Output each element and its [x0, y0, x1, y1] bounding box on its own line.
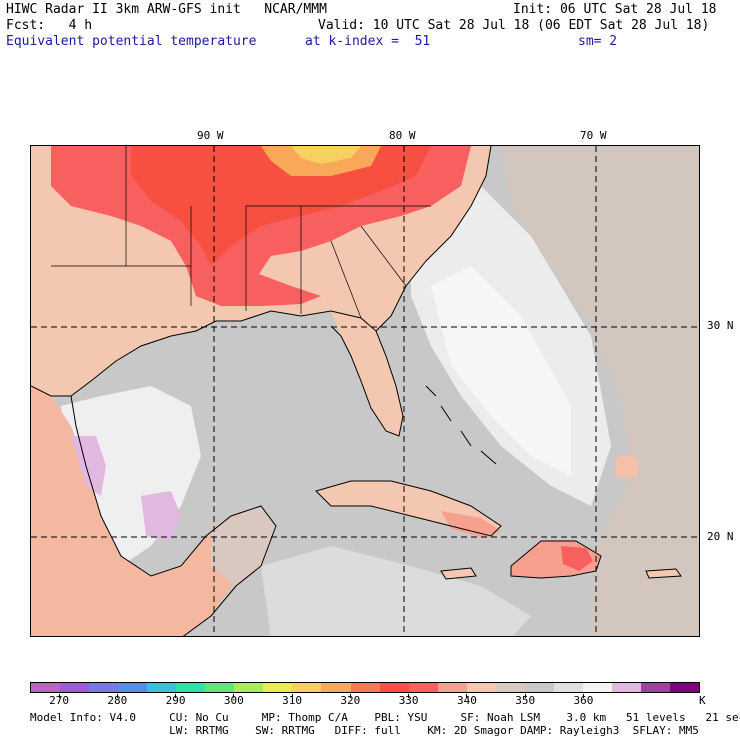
colorbar-label: 320 — [340, 694, 361, 707]
colorbar-label: 330 — [398, 694, 419, 707]
colorbar-unit: K — [699, 694, 706, 707]
colorbar-cell — [437, 683, 467, 692]
caribbean-light-region — [261, 546, 531, 636]
colorbar-label: 300 — [223, 694, 244, 707]
colorbar-cell — [379, 683, 409, 692]
colorbar-label: 340 — [456, 694, 477, 707]
valid-time: Valid: 10 UTC Sat 28 Jul 18 (06 EDT Sat … — [318, 18, 710, 33]
forecast-hour: Fcst: 4 h — [6, 18, 93, 33]
theta-e-map — [30, 145, 700, 637]
colorbar-cell — [321, 683, 351, 692]
puerto-rico-land — [646, 569, 681, 578]
colorbar-cell — [611, 683, 641, 692]
colorbar-tick — [582, 694, 584, 698]
colorbar-tick — [233, 694, 235, 698]
colorbar-cell — [524, 683, 554, 692]
atlantic-white-band — [431, 266, 571, 476]
colorbar-cell — [89, 683, 119, 692]
colorbar-tick — [349, 694, 351, 698]
yucatan-land — [211, 506, 276, 586]
colorbar-cell — [118, 683, 148, 692]
lat-label-20n: 20 N — [707, 530, 734, 543]
hispaniola-hot — [561, 546, 593, 571]
colorbar-label: 350 — [515, 694, 536, 707]
cuba-coastline — [315, 480, 502, 537]
colorbar-tick — [175, 694, 177, 698]
colorbar-cell — [234, 683, 264, 692]
colorbar-label: 310 — [282, 694, 303, 707]
lon-label-80w: 80 W — [389, 129, 416, 142]
us-atlantic-coastline — [375, 146, 492, 332]
colorbar-cell — [553, 683, 583, 692]
florida-land — [331, 311, 403, 436]
lat-label-30n: 30 N — [707, 319, 734, 332]
mexico-land — [31, 386, 271, 636]
colorbar-cell — [205, 683, 235, 692]
jamaica-land — [441, 568, 476, 579]
colorbar-cell — [176, 683, 206, 692]
colorbar-cell — [292, 683, 322, 692]
colorbar-tick — [116, 694, 118, 698]
lavender-patch-west — [71, 436, 106, 496]
atlantic-tan-region — [501, 146, 699, 636]
puerto-rico-coastline — [645, 568, 682, 579]
lavender-patch-gulf — [141, 491, 181, 541]
lon-label-70w: 70 W — [580, 129, 607, 142]
atlantic-warm-spot — [616, 456, 638, 478]
colorbar-cell — [640, 683, 671, 692]
graticule — [31, 146, 699, 636]
lon-label-90w: 90 W — [197, 129, 224, 142]
colorbar-cell — [582, 683, 612, 692]
colorbar-cell — [263, 683, 293, 692]
cuba-east-warm — [441, 511, 501, 538]
colorbar-cell — [60, 683, 90, 692]
model-info-line2: LW: RRTMG SW: RRTMG DIFF: full KM: 2D Sm… — [30, 724, 699, 737]
colorbar-label: 360 — [573, 694, 594, 707]
colorbar-cell — [147, 683, 177, 692]
init-time: Init: 06 UTC Sat 28 Jul 18 — [513, 2, 717, 17]
colorbar-cell — [670, 683, 700, 692]
model-info-line1: Model Info: V4.0 CU: No Cu MP: Thomp C/A… — [30, 711, 740, 724]
colorbar-cell — [466, 683, 496, 692]
bahamas-islands — [425, 385, 497, 465]
field-name: Equivalent potential temperature — [6, 34, 257, 49]
model-title: HIWC Radar II 3km ARW-GFS init NCAR/MMM — [6, 2, 327, 17]
colorbar-tick — [58, 694, 60, 698]
colorbar-cell — [31, 683, 61, 692]
colorbar-label: 280 — [107, 694, 128, 707]
colorbar-label: 270 — [49, 694, 69, 707]
colorbar-tick — [466, 694, 468, 698]
mexico-coastline — [70, 395, 277, 636]
colorbar-cell — [495, 683, 525, 692]
colorbar-cell — [350, 683, 380, 692]
gulf-coast-warm — [191, 266, 321, 306]
smoothing: sm= 2 — [578, 34, 618, 49]
colorbar-cell — [408, 683, 438, 692]
colorbar — [30, 682, 700, 693]
hot-region-peak-inner — [291, 146, 361, 164]
jamaica-coastline — [440, 567, 477, 580]
colorbar-tick — [524, 694, 526, 698]
state-borders — [51, 146, 431, 319]
us-gulf-coastline — [31, 310, 404, 437]
colorbar-label: 290 — [165, 694, 186, 707]
k-index: at k-index = 51 — [305, 34, 431, 49]
colorbar-tick — [291, 694, 293, 698]
colorbar-tick — [408, 694, 410, 698]
